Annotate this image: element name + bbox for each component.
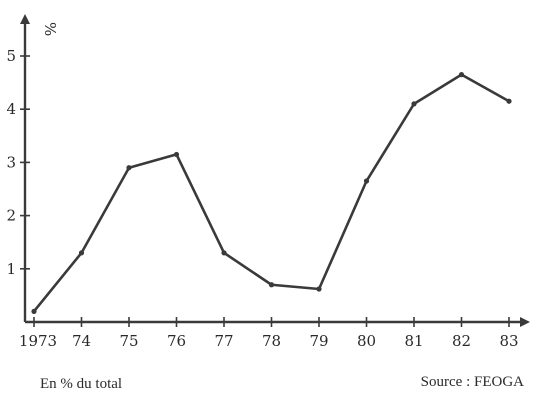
data-point — [268, 282, 275, 288]
caption-unit-note: En % du total — [40, 376, 123, 392]
y-tick-label: 5 — [6, 47, 16, 65]
data-point — [173, 151, 180, 158]
data-point — [31, 308, 37, 314]
data-point — [221, 250, 227, 256]
data-point — [411, 101, 417, 107]
y-tick-label: 1 — [6, 260, 16, 278]
y-tick-label: 3 — [6, 153, 16, 171]
data-point — [126, 165, 132, 171]
x-tick-label: 82 — [452, 332, 471, 350]
x-tick-label: 79 — [309, 332, 328, 350]
x-tick-label: 80 — [357, 332, 376, 350]
line-chart: % 1 2 3 4 5 1973 74 75 76 77 78 79 80 81 82 83 — [6, 14, 530, 350]
x-tick-label: 74 — [72, 332, 91, 350]
y-tick-label: 2 — [6, 207, 16, 225]
y-tick-label: 4 — [6, 100, 16, 118]
x-tick-label: 83 — [499, 332, 518, 350]
x-tick-label: 76 — [167, 332, 186, 350]
caption-source: Source : FEOGA — [420, 374, 524, 390]
x-tick-label: 1973 — [19, 332, 57, 350]
x-ticks: 1973 74 75 76 77 78 79 80 81 82 83 — [19, 317, 519, 350]
y-axis-label: % — [41, 22, 59, 36]
data-point — [458, 72, 465, 78]
x-axis-arrow — [520, 317, 530, 327]
x-tick-label: 81 — [404, 332, 423, 350]
data-point — [78, 250, 85, 256]
y-ticks: 1 2 3 4 5 — [6, 47, 30, 278]
data-point — [506, 98, 512, 104]
data-series — [31, 72, 512, 314]
chart-axes: % — [20, 14, 530, 327]
data-point — [363, 178, 370, 184]
y-axis-arrow — [20, 14, 30, 24]
series-line — [32, 73, 511, 313]
x-tick-label: 75 — [119, 332, 138, 350]
data-point — [316, 286, 322, 292]
x-tick-label: 78 — [262, 332, 281, 350]
x-tick-label: 77 — [214, 332, 233, 350]
